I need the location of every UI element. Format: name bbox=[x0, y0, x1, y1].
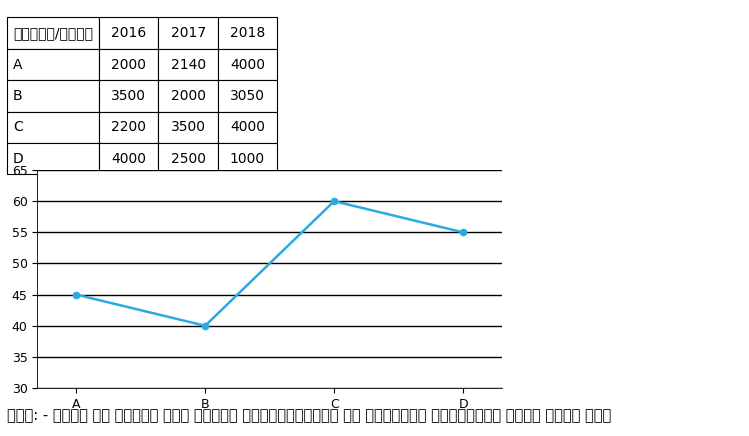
Text: 2000: 2000 bbox=[112, 58, 146, 72]
Bar bbox=[7, 17, 99, 49]
Bar bbox=[218, 49, 277, 80]
Text: 2500: 2500 bbox=[171, 152, 206, 166]
Bar bbox=[7, 49, 99, 80]
Text: 1000: 1000 bbox=[230, 152, 265, 166]
Bar bbox=[99, 143, 159, 174]
Text: कंपनी/वर्ष: कंपनी/वर्ष bbox=[13, 26, 93, 40]
Bar bbox=[159, 112, 218, 143]
Bar bbox=[159, 143, 218, 174]
Bar bbox=[7, 80, 99, 112]
Bar bbox=[159, 17, 218, 49]
Bar bbox=[7, 112, 99, 143]
Text: 3500: 3500 bbox=[171, 120, 206, 134]
Bar bbox=[99, 17, 159, 49]
Text: C: C bbox=[13, 120, 22, 134]
Bar bbox=[218, 112, 277, 143]
Bar bbox=[99, 112, 159, 143]
Text: 4000: 4000 bbox=[112, 152, 146, 166]
Text: 2018: 2018 bbox=[230, 26, 265, 40]
Text: 4000: 4000 bbox=[230, 120, 265, 134]
Text: नोट: - किसी भी कंपनी में पुरुष कर्मचारियों का प्रतिशत प्रत्येक वर्ष समान है।: नोट: - किसी भी कंपनी में पुरुष कर्मचारिय… bbox=[7, 409, 612, 423]
Text: A: A bbox=[13, 58, 22, 72]
Bar bbox=[99, 80, 159, 112]
Bar bbox=[7, 143, 99, 174]
Bar bbox=[159, 80, 218, 112]
Bar bbox=[99, 49, 159, 80]
Bar bbox=[218, 17, 277, 49]
Text: 3500: 3500 bbox=[112, 89, 146, 103]
Text: 2000: 2000 bbox=[171, 89, 206, 103]
Text: 2140: 2140 bbox=[171, 58, 206, 72]
Text: 4000: 4000 bbox=[230, 58, 265, 72]
Text: B: B bbox=[13, 89, 22, 103]
Bar bbox=[159, 49, 218, 80]
Text: D: D bbox=[13, 152, 24, 166]
Text: 2200: 2200 bbox=[112, 120, 146, 134]
Text: 2016: 2016 bbox=[111, 26, 147, 40]
Text: 3050: 3050 bbox=[230, 89, 265, 103]
Bar bbox=[218, 80, 277, 112]
Text: 2017: 2017 bbox=[171, 26, 206, 40]
Bar bbox=[218, 143, 277, 174]
